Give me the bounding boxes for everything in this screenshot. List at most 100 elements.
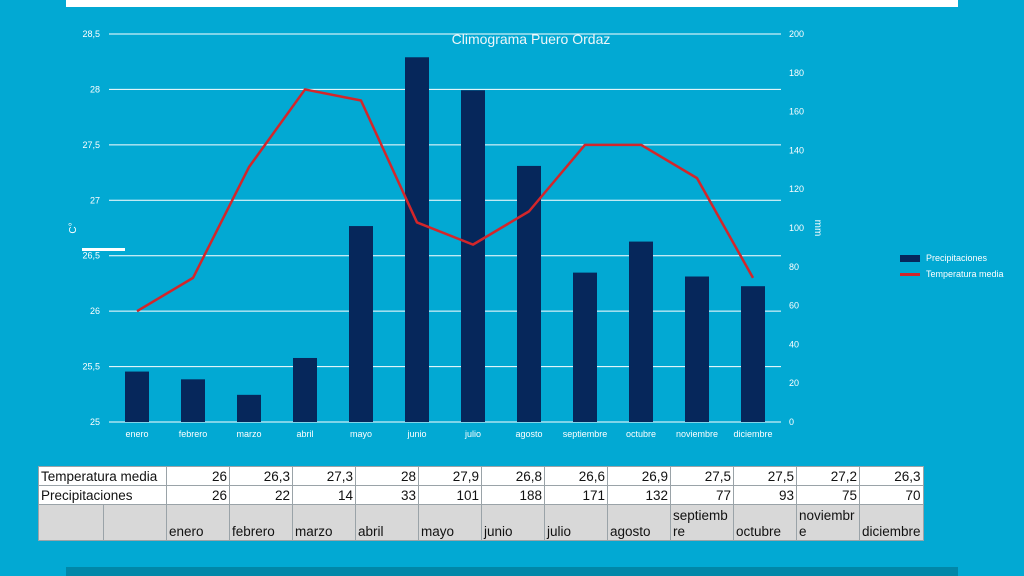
table-cell: 27,5 — [670, 466, 734, 486]
data-table: Temperatura media 26 26,3 27,3 28 27,9 2… — [38, 466, 924, 541]
y-left-tick-label: 25,5 — [82, 362, 100, 372]
month-cell: abril — [355, 504, 419, 541]
y-right-tick-label: 100 — [789, 223, 804, 233]
y-left-axis-label: C° — [68, 222, 79, 233]
y-right-tick-label: 180 — [789, 68, 804, 78]
legend-item-temperatura: Temperatura media — [900, 266, 1004, 282]
y-left-tick-label: 28,5 — [82, 29, 100, 39]
table-cell: 77 — [670, 485, 734, 505]
table-row-months: enero febrero marzo abril mayo junio jul… — [38, 504, 924, 541]
y-left-tick-label: 27,5 — [82, 140, 100, 150]
table-cell: 27,2 — [796, 466, 860, 486]
table-cell: 27,3 — [292, 466, 356, 486]
table-cell: 26,9 — [607, 466, 671, 486]
x-tick-label: septiembre — [563, 429, 608, 439]
bar-enero — [125, 371, 149, 422]
table-cell: 75 — [796, 485, 860, 505]
row-label: Precipitaciones — [38, 485, 167, 505]
x-tick-label: junio — [406, 429, 426, 439]
table-cell: 26,6 — [544, 466, 608, 486]
bar-mayo — [349, 226, 373, 422]
y-right-tick-label: 80 — [789, 262, 799, 272]
y-right-tick-label: 140 — [789, 145, 804, 155]
row-label: Temperatura media — [38, 466, 167, 486]
table-cell: 27,9 — [418, 466, 482, 486]
y-left-tick-label: 27 — [90, 195, 100, 205]
legend-bar-swatch — [900, 254, 920, 262]
y-right-tick-label: 40 — [789, 339, 799, 349]
y-left-tick-label: 26,5 — [82, 251, 100, 261]
table-cell: 22 — [229, 485, 293, 505]
month-cell: julio — [544, 504, 608, 541]
y-right-tick-label: 60 — [789, 301, 799, 311]
month-cell: octubre — [733, 504, 797, 541]
x-tick-label: octubre — [626, 429, 656, 439]
bar-julio — [461, 90, 485, 422]
y-right-tick-label: 20 — [789, 378, 799, 388]
table-cell: 28 — [355, 466, 419, 486]
bar-abril — [293, 357, 317, 422]
x-tick-label: diciembre — [733, 429, 772, 439]
month-cell: mayo — [418, 504, 482, 541]
y-right-axis-label: mm — [812, 220, 823, 237]
temperature-line — [136, 88, 755, 313]
bar-febrero — [181, 379, 205, 422]
y-left-tick-label: 25 — [90, 417, 100, 427]
table-cell: 14 — [292, 485, 356, 505]
table-cell: 188 — [481, 485, 545, 505]
x-tick-label: noviembre — [676, 429, 718, 439]
y-right-tick-label: 0 — [789, 417, 794, 427]
table-cell: 26 — [166, 485, 230, 505]
legend-line-swatch — [900, 272, 920, 276]
table-cell: 101 — [418, 485, 482, 505]
bar-agosto — [517, 165, 541, 423]
x-tick-label: agosto — [515, 429, 542, 439]
chart-legend: Precipitaciones Temperatura media — [900, 250, 1004, 282]
table-cell: 132 — [607, 485, 671, 505]
climograph-chart: 25 25,5 26 26,5 27 27,5 28 28,5 0 20 40 60 80 100 120 1… — [68, 29, 823, 439]
bar-noviembre — [685, 276, 709, 422]
bottom-strip — [66, 567, 958, 576]
bar-septiembre — [573, 272, 597, 422]
legend-label: Precipitaciones — [926, 253, 988, 263]
table-cell: 33 — [355, 485, 419, 505]
legend-item-precipitaciones: Precipitaciones — [900, 250, 1004, 266]
month-cell: noviembre — [796, 504, 860, 541]
x-tick-label: marzo — [236, 429, 261, 439]
month-cell: diciembre — [859, 504, 924, 541]
y-right-tick-label: 120 — [789, 184, 804, 194]
y-right-tick-label: 200 — [789, 29, 804, 39]
table-cell: 93 — [733, 485, 797, 505]
x-tick-label: enero — [125, 429, 148, 439]
month-cell: septiembre — [670, 504, 734, 541]
bar-diciembre — [741, 286, 765, 422]
table-cell: 27,5 — [733, 466, 797, 486]
month-cell: agosto — [607, 504, 671, 541]
table-cell: 70 — [859, 485, 924, 505]
empty-cell — [38, 504, 104, 541]
month-cell: enero — [166, 504, 230, 541]
x-tick-label: abril — [296, 429, 313, 439]
legend-label: Temperatura media — [926, 269, 1004, 279]
bar-marzo — [237, 394, 261, 422]
x-tick-label: mayo — [350, 429, 372, 439]
bar-junio — [405, 57, 429, 422]
table-cell: 26 — [166, 466, 230, 486]
month-cell: marzo — [292, 504, 356, 541]
y-left-tick-label: 28 — [90, 84, 100, 94]
y-left-tick-label: 26 — [90, 306, 100, 316]
table-cell: 171 — [544, 485, 608, 505]
table-cell: 26,3 — [229, 466, 293, 486]
table-cell: 26,8 — [481, 466, 545, 486]
bar-octubre — [629, 241, 653, 422]
y-right-tick-label: 160 — [789, 107, 804, 117]
chart-title: Climograma Puero Ordaz — [451, 31, 611, 47]
month-cell: febrero — [229, 504, 293, 541]
table-row-temperatura: Temperatura media 26 26,3 27,3 28 27,9 2… — [38, 466, 924, 486]
x-tick-label: febrero — [179, 429, 208, 439]
month-cell: junio — [481, 504, 545, 541]
empty-cell — [103, 504, 167, 541]
x-tick-label: julio — [464, 429, 481, 439]
top-white-strip — [66, 0, 958, 7]
table-row-precipitaciones: Precipitaciones 26 22 14 33 101 188 171 … — [38, 485, 924, 505]
